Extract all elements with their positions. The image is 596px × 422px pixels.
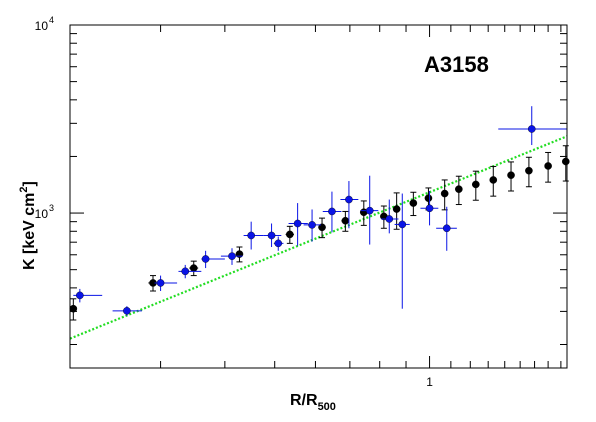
black-marker — [489, 176, 498, 184]
y-tick-label: 10 — [35, 19, 49, 33]
black-data-point — [409, 191, 418, 217]
black-data-point — [455, 175, 463, 206]
blue-data-point — [243, 221, 264, 250]
blue-data-point — [381, 199, 399, 234]
black-marker — [424, 194, 433, 202]
blue-data-point — [201, 250, 225, 269]
black-marker — [409, 199, 418, 207]
blue-data-point — [322, 191, 342, 233]
blue-marker — [328, 207, 336, 216]
black-data-point — [285, 225, 294, 244]
blue-data-point — [340, 181, 359, 229]
blue-data-point — [436, 206, 457, 251]
black-data-point — [561, 145, 570, 182]
y-tick-label-exponent: 3 — [49, 203, 54, 213]
blue-marker — [228, 252, 236, 260]
blue-data-point — [220, 248, 243, 265]
blue-marker — [365, 206, 374, 215]
blue-data-point — [498, 106, 567, 146]
axis-ticks — [69, 24, 567, 368]
blue-marker — [267, 231, 276, 240]
x-tick-label: 1 — [426, 375, 433, 389]
cluster-annotation: A3158 — [424, 52, 489, 77]
blue-marker — [156, 279, 165, 287]
black-data-point — [318, 217, 326, 239]
blue-data-point — [112, 306, 142, 316]
black-data-point — [189, 260, 199, 277]
blue-marker — [442, 224, 451, 233]
black-marker — [561, 157, 570, 166]
blue-marker — [201, 255, 210, 263]
plot-frame — [69, 24, 568, 369]
black-data-point — [489, 165, 498, 197]
blue-marker — [385, 215, 394, 223]
fit-line — [69, 135, 568, 340]
black-data-point — [69, 298, 78, 321]
blue-data-point — [178, 264, 202, 279]
blue-marker — [76, 291, 84, 300]
black-marker — [507, 171, 515, 179]
y-tick-label: 10 — [35, 207, 49, 221]
fit-line-layer — [69, 135, 568, 340]
black-data-point — [507, 161, 515, 192]
black-data-point — [525, 156, 533, 188]
blue-marker — [527, 125, 536, 133]
blue-data-point — [303, 209, 321, 242]
blue-data-point — [420, 191, 439, 226]
blue-marker — [293, 219, 302, 228]
black-data-point — [440, 179, 449, 211]
y-axis-label: K [keV cm2] — [18, 181, 38, 270]
black-marker — [525, 166, 533, 175]
black-marker — [472, 180, 480, 189]
blue-data-point — [73, 288, 103, 303]
blue-data-point — [288, 203, 308, 246]
black-marker — [318, 223, 326, 232]
data-points-layer — [69, 106, 570, 321]
blue-marker — [123, 307, 131, 315]
blue-data-point — [360, 175, 379, 245]
black-marker — [544, 162, 552, 170]
blue-data-point — [263, 223, 282, 247]
blue-data-point — [154, 275, 178, 292]
black-marker — [189, 264, 198, 272]
black-marker — [286, 230, 294, 239]
black-data-point — [341, 210, 350, 232]
plot-area — [69, 106, 570, 340]
blue-marker — [425, 204, 434, 213]
blue-marker — [308, 221, 316, 229]
y-tick-label-exponent: 4 — [49, 15, 54, 25]
blue-marker — [181, 267, 190, 276]
black-marker — [455, 185, 463, 193]
black-marker — [392, 205, 401, 213]
blue-marker — [398, 220, 407, 229]
black-data-point — [472, 170, 480, 201]
black-data-point — [544, 151, 552, 183]
black-data-point — [392, 192, 401, 230]
blue-marker — [345, 195, 353, 204]
blue-marker — [274, 239, 283, 248]
blue-data-point — [394, 193, 410, 309]
blue-data-point — [273, 236, 284, 251]
black-marker — [440, 189, 449, 198]
x-axis-label: R/R500 — [290, 392, 336, 413]
black-marker — [341, 216, 350, 225]
blue-marker — [247, 231, 255, 240]
